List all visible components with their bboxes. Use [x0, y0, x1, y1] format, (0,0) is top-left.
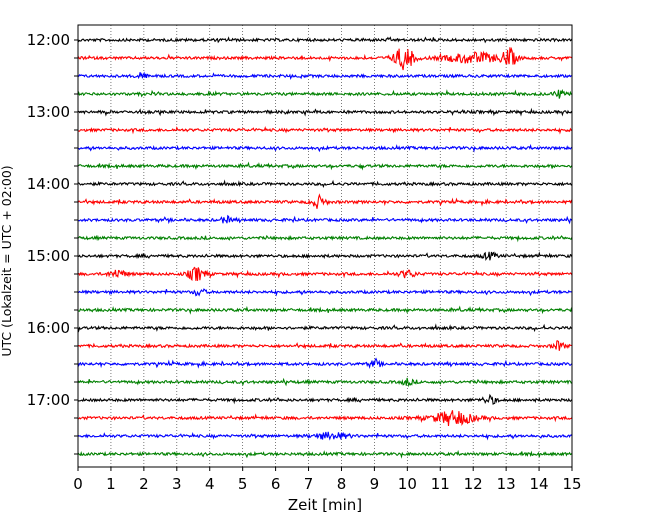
- seismogram-trace-1615: [77, 340, 572, 351]
- seismogram-trace-1415: [77, 193, 573, 209]
- x-tick-label: 12: [464, 475, 483, 493]
- seismogram-trace-1500: [77, 251, 573, 261]
- x-axis-ticks: 0 1 2 3 4 5 6 7 8 9 10 11 12 13 14 15: [73, 467, 582, 493]
- y-tick-label: 17:00: [27, 391, 70, 409]
- seismogram-trace-1445: [77, 234, 573, 243]
- x-tick-label: 1: [106, 475, 116, 493]
- x-axis-label: Zeit [min]: [288, 496, 362, 514]
- plot-frame: [77, 24, 573, 468]
- x-tick-label: 5: [238, 475, 248, 493]
- seismogram-trace-1300: [78, 107, 573, 117]
- y-tick-label: 16:00: [27, 319, 70, 337]
- y-tick-label: 14:00: [27, 175, 70, 193]
- x-tick-label: 8: [337, 475, 347, 493]
- seismogram-trace-1745: [77, 449, 573, 459]
- x-tick-label: 3: [172, 475, 182, 493]
- x-tick-label: 15: [562, 475, 581, 493]
- seismogram-trace-1245: [77, 88, 572, 99]
- y-axis-ticks: 12:00 13:00 14:00 15:00 16:00 17:00: [27, 31, 78, 455]
- seismogram-trace-1530: [77, 288, 573, 297]
- seismogram-trace-1630: [77, 357, 573, 369]
- grid-lines: [110, 25, 540, 467]
- seismogram-trace-1400: [77, 179, 573, 189]
- x-tick-label: 4: [205, 475, 215, 493]
- x-tick-label: 14: [530, 475, 549, 493]
- seismogram-traces: [77, 36, 573, 459]
- x-tick-label: 9: [370, 475, 380, 493]
- x-tick-label: 0: [73, 475, 83, 493]
- seismogram-trace-1215: [77, 46, 573, 71]
- seismogram-trace-1515: [77, 266, 573, 282]
- x-tick-label: 13: [497, 475, 516, 493]
- y-tick-label: 12:00: [27, 31, 70, 49]
- y-tick-label: 15:00: [27, 247, 70, 265]
- x-tick-label: 2: [139, 475, 149, 493]
- seismogram-trace-1315: [77, 126, 573, 135]
- y-axis-label: UTC (Lokalzeit = UTC + 02:00): [0, 165, 14, 356]
- x-tick-label: 7: [304, 475, 314, 493]
- seismogram-trace-1730: [77, 431, 573, 441]
- seismogram-trace-1600: [77, 323, 573, 333]
- seismogram-trace-1345: [77, 161, 573, 171]
- seismogram-trace-1430: [77, 214, 573, 225]
- x-tick-label: 6: [271, 475, 281, 493]
- seismogram-trace-1230: [77, 71, 572, 81]
- x-tick-label: 11: [431, 475, 450, 493]
- seismogram-trace-1700: [77, 393, 573, 405]
- x-tick-label: 10: [398, 475, 417, 493]
- seismogram-trace-1715: [78, 410, 573, 427]
- seismogram-trace-1545: [77, 305, 573, 315]
- seismogram-trace-1200: [77, 36, 573, 44]
- y-tick-label: 13:00: [27, 103, 70, 121]
- seismogram-trace-1330: [77, 143, 573, 153]
- seismogram-trace-1645: [77, 377, 573, 388]
